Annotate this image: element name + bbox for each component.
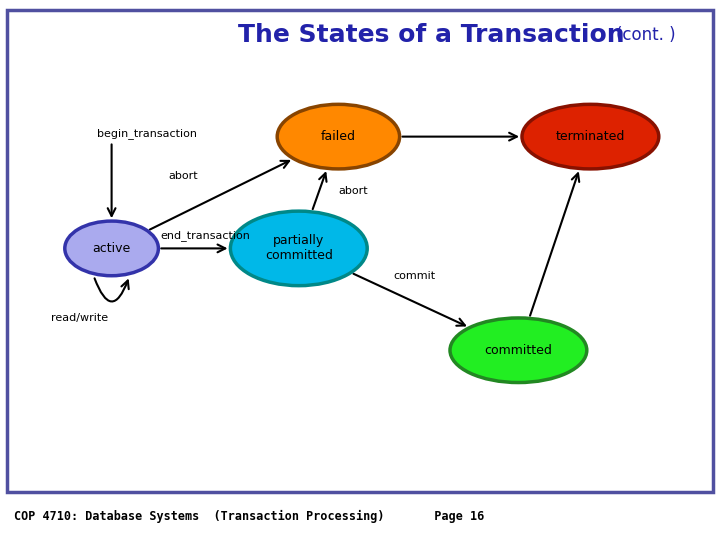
Text: abort: abort [168,171,199,181]
Text: active: active [92,242,131,255]
Ellipse shape [65,221,158,276]
Text: COP 4710: Database Systems  (Transaction Processing)       Page 16: COP 4710: Database Systems (Transaction … [14,510,485,523]
Text: partially
committed: partially committed [265,234,333,262]
Text: (cont. ): (cont. ) [616,26,675,44]
Ellipse shape [450,318,587,382]
Text: end_transaction: end_transaction [161,230,250,241]
Ellipse shape [230,211,367,286]
Text: read/write: read/write [50,313,108,323]
Text: begin_transaction: begin_transaction [97,128,197,139]
Text: failed: failed [321,130,356,143]
Text: commit: commit [393,271,435,281]
Text: The States of a Transaction: The States of a Transaction [238,23,624,47]
Ellipse shape [522,104,659,169]
FancyArrowPatch shape [94,278,129,301]
Text: committed: committed [485,344,552,357]
Text: abort: abort [338,186,368,196]
Text: terminated: terminated [556,130,625,143]
Ellipse shape [277,104,400,169]
